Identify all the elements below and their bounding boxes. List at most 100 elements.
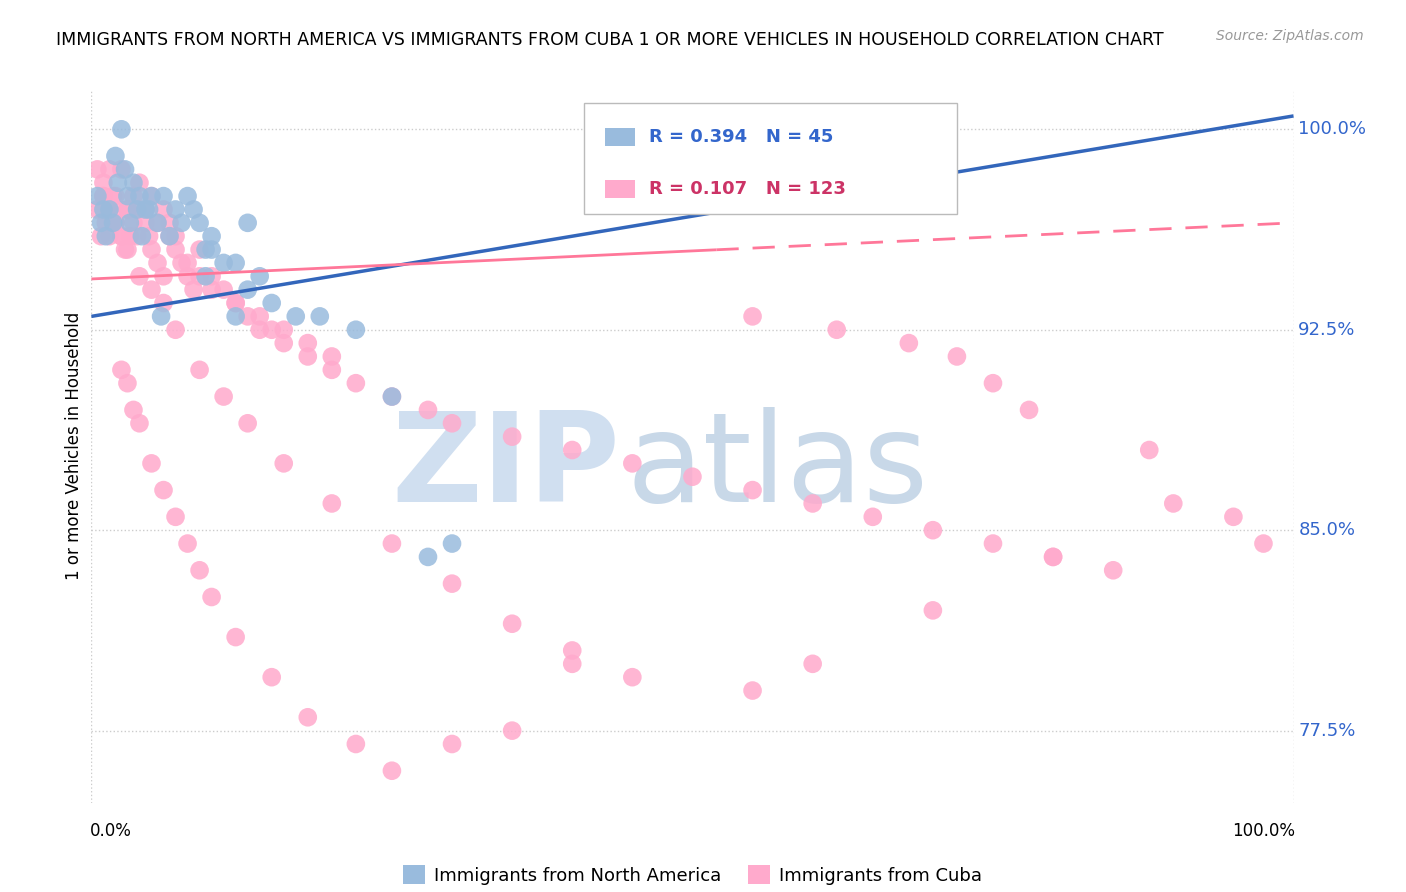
Point bbox=[134, 202, 156, 217]
Point bbox=[128, 202, 150, 217]
Point bbox=[117, 243, 139, 257]
Point bbox=[297, 336, 319, 351]
Point bbox=[922, 523, 945, 537]
Point bbox=[93, 189, 115, 203]
Point bbox=[1253, 536, 1275, 550]
Point bbox=[165, 243, 187, 257]
Point bbox=[94, 216, 117, 230]
Point bbox=[212, 283, 235, 297]
Point bbox=[236, 310, 259, 324]
Point bbox=[114, 243, 136, 257]
Point bbox=[225, 630, 247, 644]
Point bbox=[104, 149, 127, 163]
Text: 85.0%: 85.0% bbox=[1298, 521, 1355, 539]
Point bbox=[1042, 549, 1064, 564]
Point bbox=[981, 376, 1004, 391]
Point bbox=[90, 216, 112, 230]
Point bbox=[260, 323, 283, 337]
Point bbox=[416, 403, 439, 417]
Point bbox=[110, 229, 132, 244]
Point bbox=[141, 243, 163, 257]
Point bbox=[117, 376, 139, 391]
Point bbox=[201, 229, 224, 244]
Point bbox=[897, 336, 920, 351]
Point bbox=[381, 764, 404, 778]
Point bbox=[122, 403, 145, 417]
Point bbox=[176, 536, 198, 550]
Point bbox=[165, 202, 187, 217]
Point bbox=[122, 216, 145, 230]
Point bbox=[165, 509, 187, 524]
Point bbox=[128, 189, 150, 203]
Point bbox=[862, 509, 884, 524]
Point bbox=[90, 229, 112, 244]
Point bbox=[98, 162, 121, 177]
Point bbox=[98, 229, 121, 244]
Point bbox=[110, 122, 132, 136]
Point bbox=[101, 216, 124, 230]
Point bbox=[159, 229, 181, 244]
Point bbox=[1042, 549, 1064, 564]
Point bbox=[344, 376, 367, 391]
Point bbox=[104, 216, 127, 230]
Point bbox=[260, 296, 283, 310]
Point bbox=[118, 216, 141, 230]
Point bbox=[165, 323, 187, 337]
Text: 92.5%: 92.5% bbox=[1298, 321, 1355, 339]
Point bbox=[201, 590, 224, 604]
Point bbox=[188, 269, 211, 284]
Point bbox=[150, 310, 173, 324]
Point bbox=[117, 189, 139, 203]
Text: atlas: atlas bbox=[626, 407, 928, 528]
Point bbox=[225, 296, 247, 310]
Point bbox=[225, 310, 247, 324]
Point bbox=[176, 189, 198, 203]
Point bbox=[1102, 563, 1125, 577]
Point bbox=[381, 390, 404, 404]
Point bbox=[141, 456, 163, 470]
Text: IMMIGRANTS FROM NORTH AMERICA VS IMMIGRANTS FROM CUBA 1 OR MORE VEHICLES IN HOUS: IMMIGRANTS FROM NORTH AMERICA VS IMMIGRA… bbox=[56, 31, 1164, 49]
Point bbox=[381, 536, 404, 550]
Point bbox=[183, 202, 205, 217]
Point bbox=[98, 202, 121, 217]
Point bbox=[501, 723, 523, 738]
Text: R = 0.394   N = 45: R = 0.394 N = 45 bbox=[650, 128, 834, 146]
Point bbox=[308, 310, 330, 324]
Point bbox=[183, 283, 205, 297]
Point bbox=[104, 189, 127, 203]
Text: 0.0%: 0.0% bbox=[90, 822, 132, 839]
Point bbox=[225, 296, 247, 310]
Point bbox=[131, 229, 153, 244]
Point bbox=[321, 350, 343, 364]
Point bbox=[188, 563, 211, 577]
Point bbox=[981, 536, 1004, 550]
Point bbox=[86, 202, 108, 217]
Point bbox=[146, 216, 169, 230]
Point bbox=[146, 216, 169, 230]
Point bbox=[440, 576, 463, 591]
Bar bbox=[605, 180, 634, 198]
Text: Source: ZipAtlas.com: Source: ZipAtlas.com bbox=[1216, 29, 1364, 43]
Point bbox=[107, 176, 129, 190]
Point bbox=[741, 683, 763, 698]
Point bbox=[128, 176, 150, 190]
Point bbox=[86, 189, 108, 203]
Point bbox=[122, 176, 145, 190]
Point bbox=[114, 162, 136, 177]
Point bbox=[170, 216, 193, 230]
Point bbox=[344, 737, 367, 751]
Y-axis label: 1 or more Vehicles in Household: 1 or more Vehicles in Household bbox=[65, 312, 83, 580]
Point bbox=[152, 269, 174, 284]
Point bbox=[93, 176, 115, 190]
Point bbox=[188, 243, 211, 257]
Point bbox=[825, 323, 848, 337]
Point bbox=[741, 310, 763, 324]
Point bbox=[273, 336, 295, 351]
Point bbox=[741, 483, 763, 497]
Point bbox=[110, 162, 132, 177]
Point bbox=[801, 496, 824, 510]
Text: 100.0%: 100.0% bbox=[1298, 120, 1367, 138]
Point bbox=[801, 657, 824, 671]
Point bbox=[416, 549, 439, 564]
Point bbox=[561, 657, 583, 671]
